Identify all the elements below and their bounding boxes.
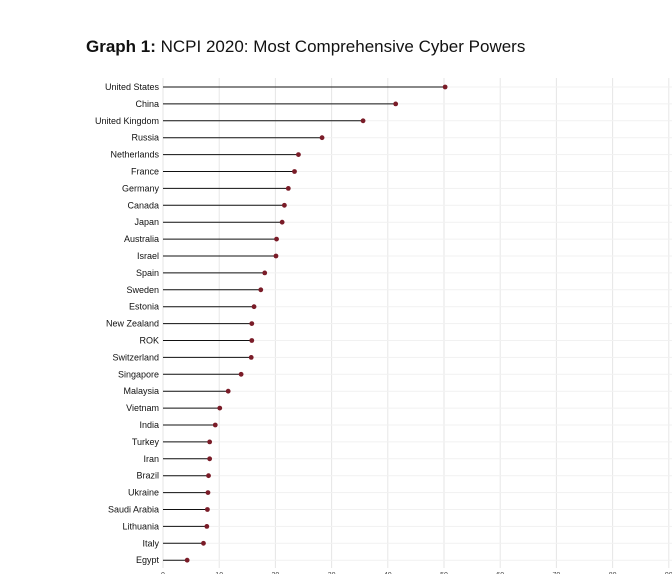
category-label: Egypt <box>136 555 160 565</box>
data-point <box>238 371 244 377</box>
data-point <box>207 456 213 462</box>
category-label: Canada <box>127 200 159 210</box>
chart-title-label: Graph 1: <box>86 37 156 56</box>
data-point <box>442 84 448 90</box>
x-tick-label: 50 <box>440 572 448 574</box>
data-point <box>296 152 301 158</box>
x-tick-label: 80 <box>609 572 617 574</box>
x-tick-label: 10 <box>215 572 223 574</box>
category-label: Israel <box>137 251 159 261</box>
category-label: Lithuania <box>122 521 159 531</box>
data-point <box>217 405 223 411</box>
data-point <box>319 135 325 141</box>
category-label: United Kingdom <box>95 116 159 126</box>
category-label: Ukraine <box>128 488 159 498</box>
category-label: China <box>135 99 159 109</box>
data-point <box>273 253 279 259</box>
x-tick-label: 40 <box>384 572 392 574</box>
data-point <box>248 355 254 360</box>
category-label: Australia <box>124 234 159 244</box>
data-point <box>206 473 211 479</box>
x-tick-label: 90 <box>665 572 672 574</box>
category-label: Iran <box>143 454 159 464</box>
data-point <box>251 304 257 310</box>
data-point <box>184 557 190 563</box>
category-label: Singapore <box>118 369 159 379</box>
data-point <box>205 490 211 495</box>
category-label: New Zealand <box>106 319 159 329</box>
category-label: Estonia <box>129 302 159 312</box>
chart-title: Graph 1: NCPI 2020: Most Comprehensive C… <box>86 37 525 57</box>
category-label: India <box>139 420 159 430</box>
data-point <box>281 202 287 208</box>
x-tick-label: 0 <box>161 572 165 574</box>
data-point <box>262 270 268 276</box>
data-point <box>204 524 210 529</box>
data-point <box>249 338 255 343</box>
data-point <box>292 169 297 174</box>
x-tick-label: 70 <box>553 572 561 574</box>
category-label: Russia <box>131 133 159 143</box>
category-label: Turkey <box>132 437 160 447</box>
x-tick-label: 20 <box>272 572 280 574</box>
category-label: Malaysia <box>123 386 159 396</box>
data-point <box>204 507 210 512</box>
category-label: Germany <box>122 183 160 193</box>
data-point <box>225 388 231 394</box>
category-label: France <box>131 167 159 177</box>
data-point <box>279 219 285 225</box>
category-label: Switzerland <box>112 352 159 362</box>
category-label: Netherlands <box>110 150 159 160</box>
data-point <box>258 287 264 293</box>
data-point <box>274 236 279 242</box>
category-label: Japan <box>134 217 159 227</box>
category-label: Sweden <box>126 285 159 295</box>
x-tick-label: 30 <box>328 572 336 574</box>
data-point <box>360 118 366 124</box>
category-label: Spain <box>136 268 159 278</box>
data-point <box>201 540 206 546</box>
data-point <box>393 101 399 107</box>
chart-title-text: NCPI 2020: Most Comprehensive Cyber Powe… <box>155 37 526 56</box>
data-point <box>207 439 213 445</box>
category-label: Saudi Arabia <box>108 505 159 515</box>
category-label: Vietnam <box>126 403 159 413</box>
data-point <box>249 321 255 326</box>
category-label: ROK <box>139 336 159 346</box>
data-point <box>285 186 291 191</box>
x-tick-label: 60 <box>496 572 504 574</box>
category-label: United States <box>105 82 160 92</box>
category-label: Italy <box>142 538 159 548</box>
data-point <box>212 422 218 428</box>
category-label: Brazil <box>136 471 159 481</box>
